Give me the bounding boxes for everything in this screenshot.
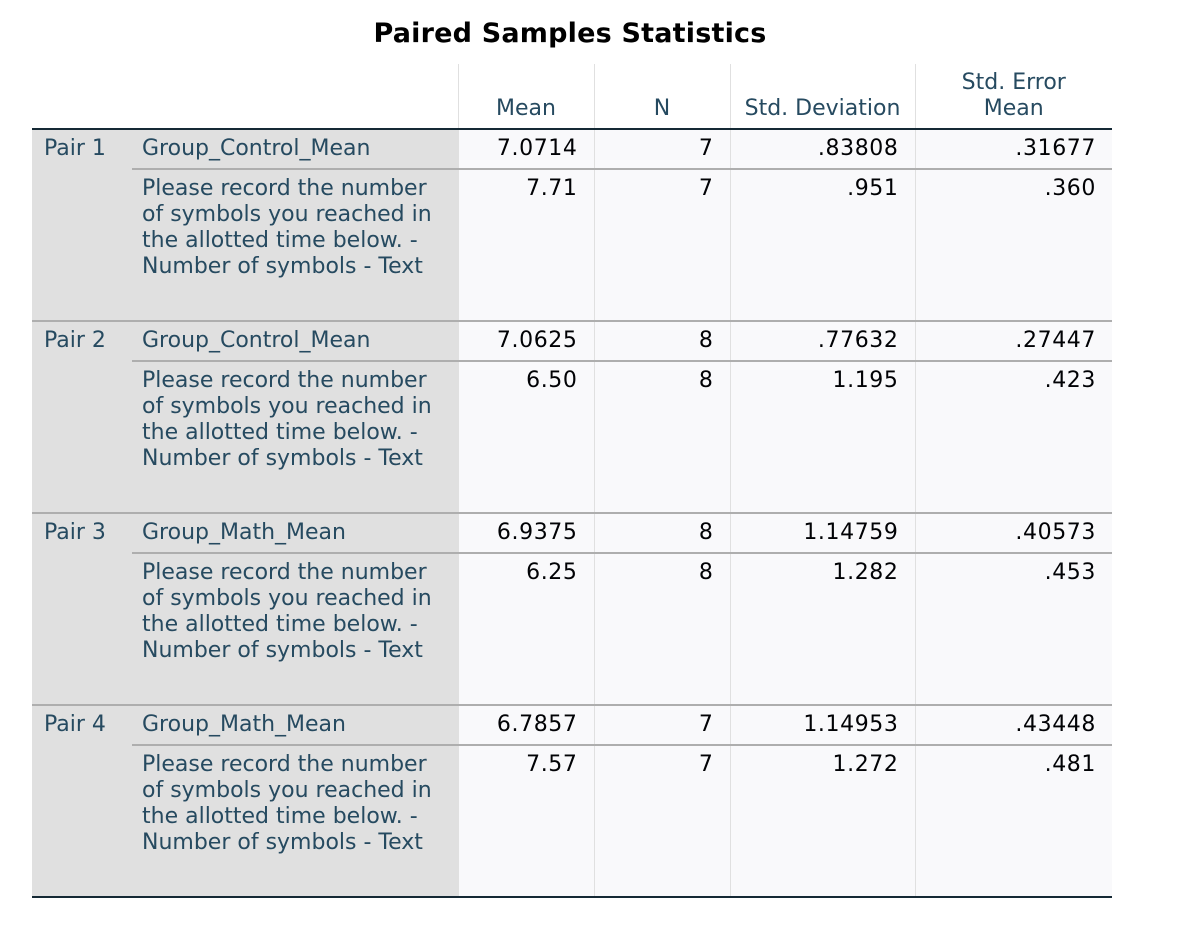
std-error-mean-value: .31677 [914,129,1112,170]
std-deviation-value: .951 [729,169,915,322]
header-mean: Mean [457,64,594,130]
std-deviation-value: 1.282 [729,553,915,706]
std-error-mean-value: .43448 [914,705,1112,746]
mean-value: 7.71 [457,169,594,322]
header-n: N [593,64,730,130]
pair-label: Pair 3 [32,513,132,706]
std-error-mean-value: .453 [914,553,1112,706]
variable-name: Group_Control_Mean [132,321,458,362]
std-error-mean-value: .481 [914,745,1112,898]
variable-name: Group_Control_Mean [132,129,458,170]
variable-name: Group_Math_Mean [132,705,458,746]
header-row: Mean N Std. Deviation Std. Error Mean [32,64,1112,130]
header-std-deviation: Std. Deviation [729,64,915,130]
n-value: 8 [593,553,730,706]
n-value: 8 [593,361,730,514]
n-value: 7 [593,169,730,322]
std-error-mean-value: .423 [914,361,1112,514]
variable-name: Please record the number of symbols you … [132,745,458,898]
pair-label: Pair 4 [32,705,132,898]
table-row: Please record the number of symbols you … [32,745,1112,898]
variable-name: Please record the number of symbols you … [132,169,458,322]
mean-value: 7.57 [457,745,594,898]
variable-name: Please record the number of symbols you … [132,553,458,706]
table-row: Pair 4 Group_Math_Mean 6.7857 7 1.14953 … [32,705,1112,898]
mean-value: 6.50 [457,361,594,514]
n-value: 7 [593,745,730,898]
std-error-mean-value: .27447 [914,321,1112,362]
std-deviation-value: .77632 [729,321,915,362]
table-row: Please record the number of symbols you … [32,169,1112,322]
table-row: Pair 3 Group_Math_Mean 6.9375 8 1.14759 … [32,513,1112,706]
header-std-error-mean: Std. Error Mean [914,64,1112,130]
paired-samples-statistics-table: Mean N Std. Deviation Std. Error Mean Pa… [32,64,1112,898]
variable-name: Group_Math_Mean [132,513,458,554]
variable-name: Please record the number of symbols you … [132,361,458,514]
table-row: Pair 1 Group_Control_Mean 7.0714 7 .8380… [32,129,1112,322]
table-title: Paired Samples Statistics [373,18,767,49]
header-corner [32,64,458,130]
std-deviation-value: 1.14759 [729,513,915,554]
table-row: Pair 2 Group_Control_Mean 7.0625 8 .7763… [32,321,1112,514]
n-value: 7 [593,705,730,746]
std-error-mean-value: .360 [914,169,1112,322]
table-row: Please record the number of symbols you … [32,361,1112,514]
n-value: 7 [593,129,730,170]
mean-value: 6.7857 [457,705,594,746]
pair-label: Pair 1 [32,129,132,322]
n-value: 8 [593,321,730,362]
std-deviation-value: .83808 [729,129,915,170]
n-value: 8 [593,513,730,554]
std-deviation-value: 1.272 [729,745,915,898]
mean-value: 6.25 [457,553,594,706]
mean-value: 7.0714 [457,129,594,170]
pair-label: Pair 2 [32,321,132,514]
table-row: Please record the number of symbols you … [32,553,1112,706]
std-deviation-value: 1.14953 [729,705,915,746]
std-deviation-value: 1.195 [729,361,915,514]
mean-value: 6.9375 [457,513,594,554]
std-error-mean-value: .40573 [914,513,1112,554]
mean-value: 7.0625 [457,321,594,362]
